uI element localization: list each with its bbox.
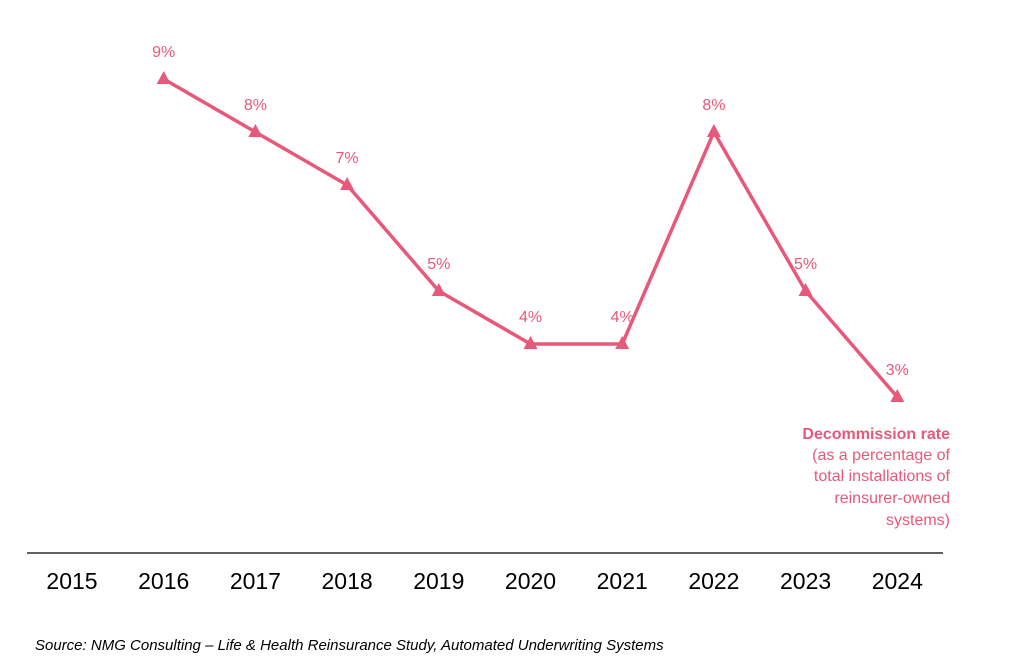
value-label: 5% — [794, 256, 817, 273]
annotation-title: Decommission rate — [802, 426, 950, 443]
marker — [706, 124, 721, 137]
x-tick-label: 2015 — [46, 568, 97, 594]
value-label: 8% — [702, 97, 725, 114]
value-label: 9% — [152, 44, 175, 61]
value-label: 5% — [427, 256, 450, 273]
marker — [431, 283, 446, 296]
value-label: 8% — [244, 97, 267, 114]
data-line — [162, 77, 899, 399]
marker — [890, 389, 905, 402]
marker — [248, 124, 263, 137]
x-tick-label: 2024 — [872, 568, 923, 594]
annotation-line: (as a percentage of — [812, 447, 950, 464]
marker — [156, 71, 171, 84]
x-tick-label: 2023 — [780, 568, 831, 594]
x-tick-label: 2022 — [688, 568, 739, 594]
annotation-line: total installations of — [814, 468, 951, 485]
value-label: 4% — [519, 309, 542, 326]
annotation-line: reinsurer-owned — [834, 490, 950, 507]
marker — [340, 177, 355, 190]
marker — [798, 283, 813, 296]
x-tick-label: 2018 — [322, 568, 373, 594]
annotation-line: systems) — [886, 512, 950, 529]
x-tick-label: 2021 — [597, 568, 648, 594]
marker — [523, 336, 538, 349]
value-label: 3% — [886, 362, 909, 379]
value-label: 7% — [336, 150, 359, 167]
x-tick-label: 2019 — [413, 568, 464, 594]
source-note: Source: NMG Consulting – Life & Health R… — [35, 637, 664, 654]
value-label: 4% — [611, 309, 634, 326]
x-tick-label: 2020 — [505, 568, 556, 594]
marker — [615, 336, 630, 349]
x-tick-label: 2017 — [230, 568, 281, 594]
x-tick-label: 2016 — [138, 568, 189, 594]
